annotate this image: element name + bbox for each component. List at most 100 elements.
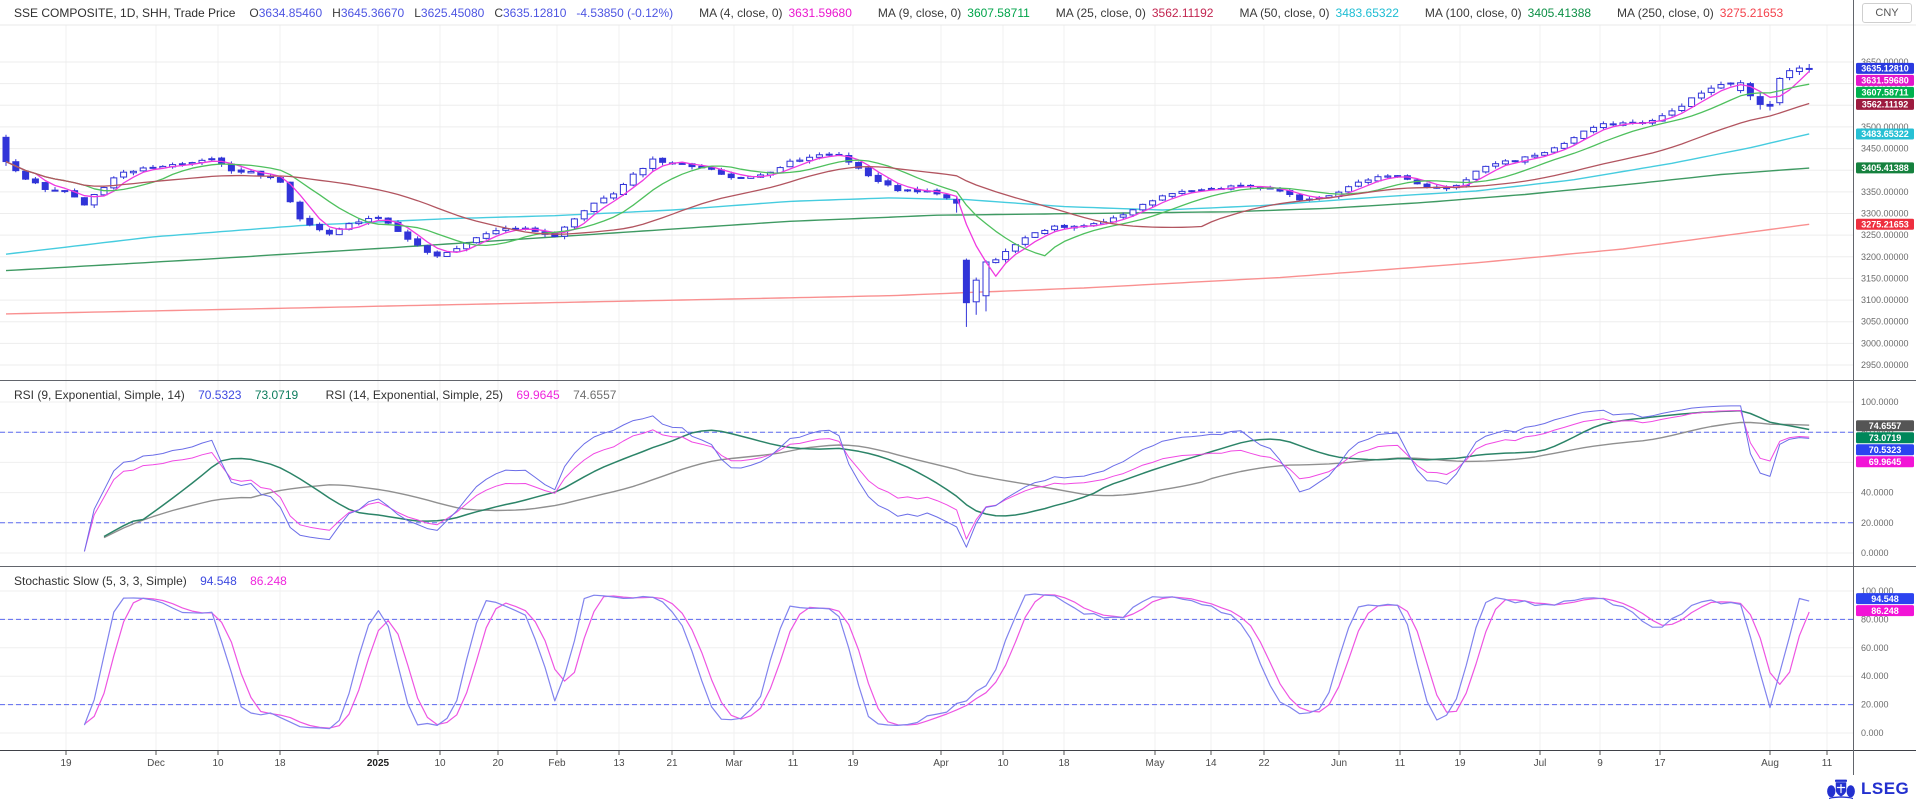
svg-text:40.000: 40.000: [1861, 671, 1889, 681]
axis-badge: 3562.11192: [1856, 98, 1914, 110]
svg-text:3000.00000: 3000.00000: [1861, 338, 1909, 348]
time-axis-label: 11: [1395, 758, 1406, 769]
ma-legend-item-2: MA (9, close, 0) 3607.58711: [877, 6, 1030, 20]
time-axis-label: 19: [847, 758, 859, 769]
time-axis-scale[interactable]: [0, 751, 1853, 775]
axis-badge: 3405.41388: [1856, 162, 1914, 174]
stochastic-legend: Stochastic Slow (5, 3, 3, Simple) 94.548…: [14, 574, 297, 588]
ma-legend-item-1: MA (4, close, 0) 3631.59680: [699, 6, 852, 20]
time-axis-label: 11: [1822, 758, 1833, 769]
ohlc-O: O3634.85460: [249, 6, 323, 20]
svg-text:40.0000: 40.0000: [1861, 488, 1894, 498]
svg-text:3483.65322: 3483.65322: [1861, 129, 1909, 139]
ma-legend-item-3: MA (25, close, 0) 3562.11192: [1055, 6, 1214, 20]
currency-selector[interactable]: CNY: [1862, 3, 1912, 23]
svg-text:69.9645: 69.9645: [1869, 457, 1902, 467]
ohlc-H: H3645.36670: [332, 6, 405, 20]
lseg-crest-icon: [1827, 779, 1855, 800]
svg-text:3631.59680: 3631.59680: [1861, 76, 1909, 86]
svg-text:3450.00000: 3450.00000: [1861, 144, 1909, 154]
rsi-title-2: RSI (14, Exponential, Simple, 25): [325, 388, 503, 402]
price-panel[interactable]: [2, 64, 1813, 327]
time-axis-label: 22: [1258, 758, 1270, 769]
time-axis-label: 9: [1597, 758, 1603, 769]
svg-text:3200.00000: 3200.00000: [1861, 252, 1909, 262]
svg-text:100.000: 100.000: [1861, 586, 1894, 596]
axis-badge: 69.9645: [1856, 456, 1914, 468]
price-axis-scale[interactable]: [1854, 25, 1916, 750]
rsi-value-1: 70.5323: [198, 388, 242, 402]
price-axis-line: [1853, 0, 1854, 775]
rsi-panel[interactable]: [83, 405, 1810, 552]
lseg-logo: LSEG: [1826, 778, 1909, 800]
time-axis-label: Jun: [1331, 758, 1347, 769]
time-axis-border: [0, 750, 1916, 751]
stochastic-panel[interactable]: [83, 593, 1810, 730]
ma-legend-item-4: MA (50, close, 0) 3483.65322: [1239, 6, 1399, 20]
candlestick-series: [2, 64, 1813, 327]
svg-text:73.0719: 73.0719: [1869, 433, 1902, 443]
time-axis-label: 10: [434, 758, 446, 769]
axis-badge: 3607.58711: [1856, 86, 1914, 98]
rsi-value-2: 73.0719: [254, 388, 299, 402]
svg-text:94.548: 94.548: [1871, 594, 1899, 604]
svg-text:3607.58711: 3607.58711: [1861, 88, 1908, 98]
ma-line-MA9: [5, 83, 1810, 257]
ohlc-values: O3634.85460 H3645.36670 L3625.45080 C3635.1…: [249, 6, 576, 20]
time-axis-label: Aug: [1761, 758, 1779, 769]
axis-badge: 3483.65322: [1856, 128, 1914, 140]
time-axis-label: 20: [492, 758, 504, 769]
svg-text:3275.21653: 3275.21653: [1861, 219, 1909, 229]
svg-text:3150.00000: 3150.00000: [1861, 273, 1909, 283]
ma-line-MA4: [5, 70, 1810, 277]
stoch-value-2: 86.248: [250, 574, 287, 588]
time-axis-label: 19: [60, 758, 72, 769]
panel-divider-rsi-stoch[interactable]: [0, 566, 1916, 567]
svg-text:3500.00000: 3500.00000: [1861, 122, 1909, 132]
svg-text:3350.00000: 3350.00000: [1861, 187, 1909, 197]
svg-text:3405.41388: 3405.41388: [1861, 163, 1909, 173]
ohlc-L: L3625.45080: [414, 6, 485, 20]
panel-divider-price-rsi[interactable]: [0, 380, 1916, 381]
svg-text:100.0000: 100.0000: [1861, 397, 1899, 407]
rsi14-line: [83, 410, 1810, 552]
ma-legend: MA (4, close, 0) 3631.59680 MA (9, close, …: [699, 6, 1809, 20]
time-axis-labels: 19 Dec 10 18 2025 10 20 Feb 13 21 Mar 11 19 Apr 10 18 Ma…: [0, 24, 1916, 769]
svg-text:0.0000: 0.0000: [1861, 548, 1889, 558]
ma-line-MA25: [5, 102, 1810, 235]
svg-text:2950.00000: 2950.00000: [1861, 360, 1909, 370]
svg-text:86.248: 86.248: [1871, 606, 1899, 616]
rsi-value-4: 74.6557: [573, 388, 617, 402]
axis-badge: 86.248: [1856, 605, 1914, 617]
ma-line-MA50: [5, 133, 1810, 255]
symbol-title: SSE COMPOSITE, 1D, SHH, Trade Price: [14, 6, 236, 20]
stoch-k-line: [83, 593, 1810, 730]
time-axis-label: 11: [788, 758, 799, 769]
time-axis-label: 14: [1205, 758, 1217, 769]
time-axis-label: 10: [212, 758, 224, 769]
time-axis-label: May: [1146, 758, 1165, 769]
axis-badge: 3635.12810: [1856, 62, 1914, 74]
chart-legend: SSE COMPOSITE, 1D, SHH, Trade Price O363…: [14, 4, 1809, 22]
time-axis-label: 17: [1654, 758, 1666, 769]
time-axis-label: Mar: [725, 758, 743, 769]
svg-text:3650.00000: 3650.00000: [1861, 57, 1909, 67]
svg-text:74.6557: 74.6557: [1869, 421, 1902, 431]
axis-badge: 74.6557: [1856, 420, 1914, 432]
svg-text:20.0000: 20.0000: [1861, 518, 1894, 528]
svg-text:80.0000: 80.0000: [1861, 427, 1894, 437]
time-axis-label: 13: [613, 758, 625, 769]
lseg-logo-text: LSEG: [1861, 779, 1910, 798]
axis-badge: 3275.21653: [1856, 218, 1914, 230]
rsi9-signal-line: [103, 410, 1810, 538]
rsi-value-3: 69.9645: [516, 388, 560, 402]
time-axis-label: 19: [1454, 758, 1466, 769]
ohlc-C: C3635.12810: [494, 6, 567, 20]
time-axis-label: Jul: [1534, 758, 1547, 769]
svg-text:60.000: 60.000: [1861, 643, 1889, 653]
stoch-title: Stochastic Slow (5, 3, 3, Simple): [14, 574, 187, 588]
stoch-d-line: [84, 594, 1810, 729]
time-axis-label: 21: [666, 758, 678, 769]
